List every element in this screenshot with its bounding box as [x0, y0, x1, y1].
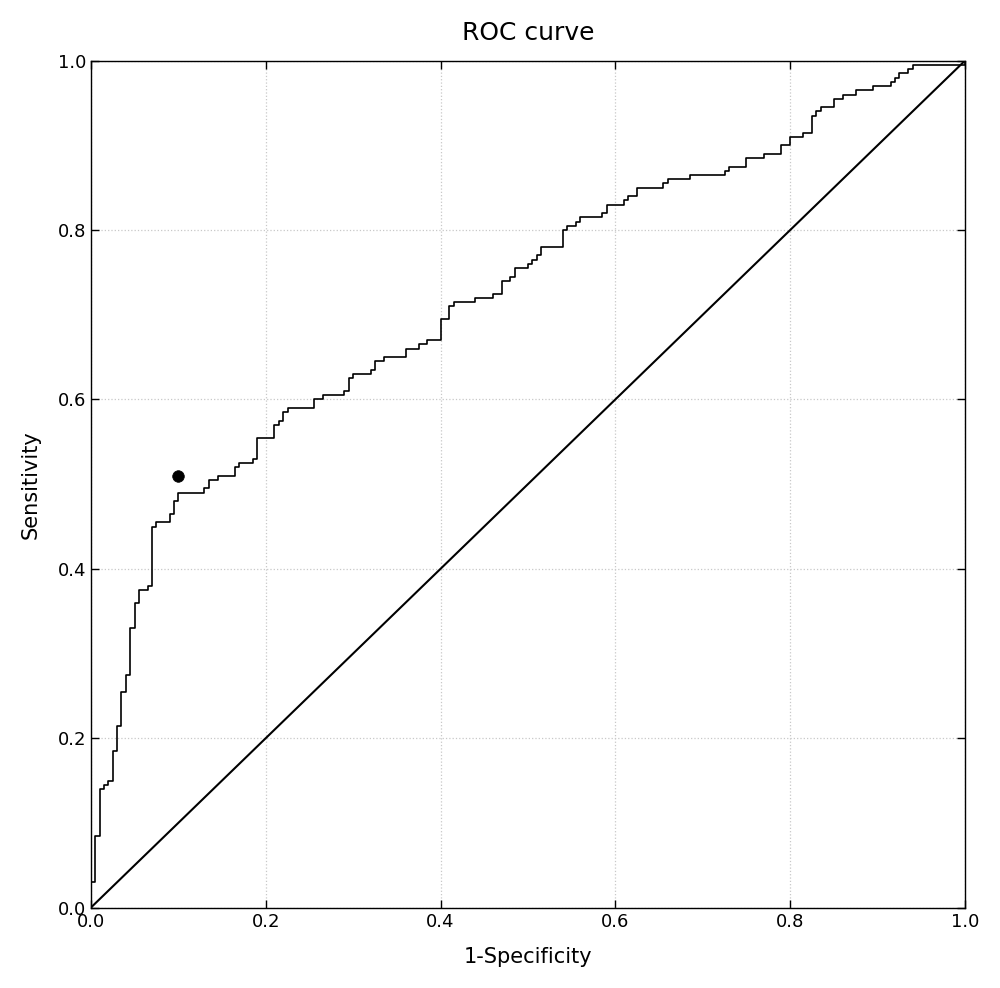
X-axis label: 1-Specificity: 1-Specificity: [464, 947, 592, 967]
Y-axis label: Sensitivity: Sensitivity: [21, 430, 41, 538]
Title: ROC curve: ROC curve: [462, 21, 594, 44]
Point: [170, 467, 186, 483]
